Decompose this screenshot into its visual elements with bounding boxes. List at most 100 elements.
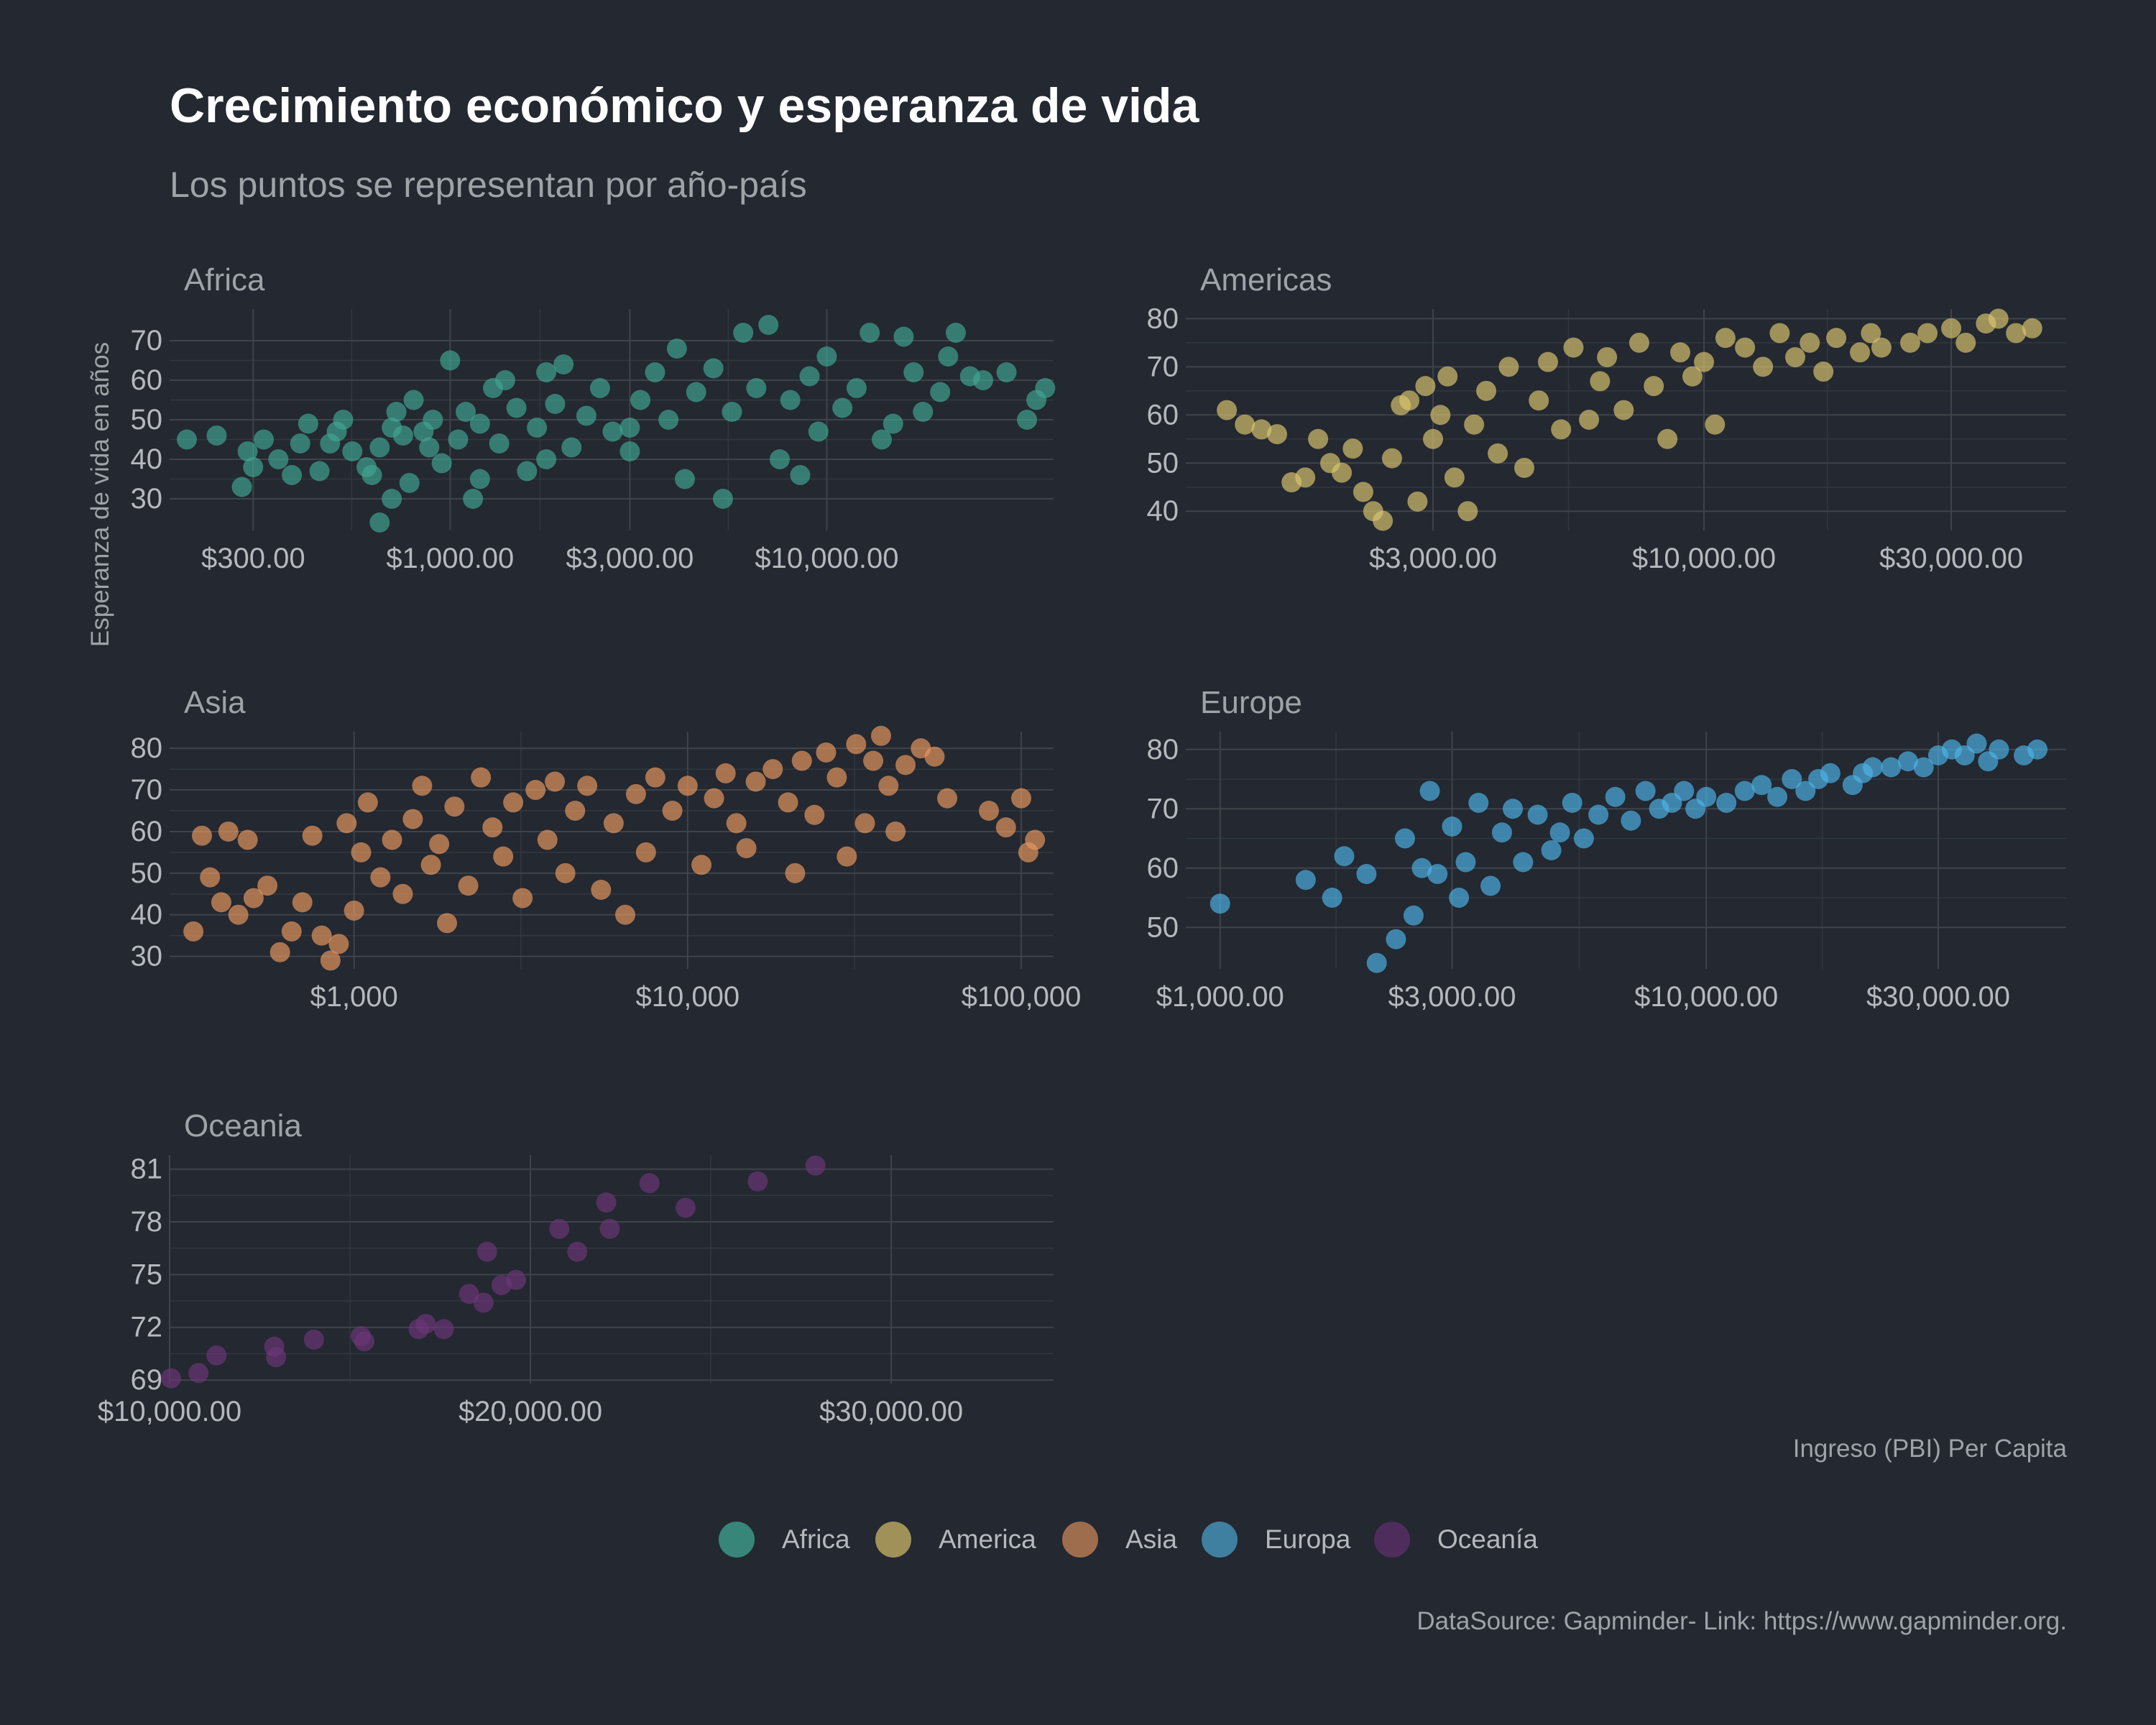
y-tick-label: 70: [1147, 351, 1179, 382]
data-point-americas: [1415, 376, 1436, 397]
chart-subtitle: Los puntos se representan por año-país: [170, 165, 807, 205]
data-point-europe: [1621, 810, 1641, 831]
data-point-oceania: [161, 1368, 182, 1389]
panel-oceania: 69 72 75 78 81 $10,000.00 $20,000.00 $30,000.00…: [98, 1108, 1054, 1427]
data-point-oceania: [476, 1241, 497, 1262]
data-point-asia: [444, 796, 465, 817]
data-point-africa: [589, 378, 610, 398]
data-point-americas: [1251, 419, 1272, 440]
data-point-africa: [630, 390, 651, 410]
data-point-asia: [392, 883, 413, 904]
data-point-africa: [403, 390, 424, 410]
panel-americas: 40 50 60 70 80 $3,000.00 $10,000.00 $30,000.00 A…: [1147, 262, 2066, 574]
data-point-africa: [527, 418, 548, 438]
data-point-americas: [1917, 323, 1938, 344]
data-point-africa: [780, 390, 801, 410]
data-point-africa: [860, 323, 880, 343]
y-tick-label: 80: [1147, 734, 1179, 765]
x-tick-label: $1,000: [310, 981, 397, 1013]
x-tick-label: $3,000.00: [566, 543, 694, 574]
data-point-asia: [826, 767, 847, 788]
data-point-americas: [1657, 428, 1678, 449]
data-point-asia: [846, 734, 867, 755]
y-tick-label: 70: [131, 325, 163, 356]
data-point-europe: [1989, 739, 2009, 760]
data-point-africa: [243, 457, 264, 477]
data-point-americas: [1813, 362, 1834, 382]
y-tick-label: 60: [1147, 399, 1179, 431]
data-point-americas: [1407, 491, 1428, 512]
data-point-americas: [1498, 356, 1519, 377]
data-point-americas: [1682, 366, 1703, 387]
data-point-africa: [619, 418, 640, 438]
data-point-oceania: [433, 1319, 454, 1340]
data-point-asia: [878, 776, 899, 796]
data-point-europe: [1394, 828, 1415, 849]
data-point-africa: [419, 437, 440, 458]
data-point-americas: [1457, 501, 1478, 522]
data-point-africa: [489, 433, 510, 454]
legend-label-america: America: [939, 1524, 1036, 1554]
data-point-oceania: [473, 1292, 494, 1313]
data-point-asia: [545, 771, 566, 792]
data-point-asia: [1011, 788, 1032, 809]
data-point-asia: [344, 900, 364, 921]
data-point-americas: [1871, 337, 1892, 358]
data-point-asia: [183, 921, 204, 942]
data-point-asia: [745, 771, 766, 792]
data-point-asia: [995, 817, 1016, 838]
data-point-africa: [469, 469, 490, 489]
data-point-africa: [666, 339, 687, 359]
data-point-asia: [402, 809, 423, 829]
data-point-oceania: [505, 1269, 526, 1290]
data-point-asia: [677, 776, 698, 796]
data-point-europe: [1386, 929, 1406, 949]
data-point-asia: [715, 763, 736, 783]
data-point-africa: [342, 441, 363, 461]
data-point-africa: [832, 397, 853, 418]
data-point-europe: [1862, 757, 1883, 778]
data-point-asia: [525, 780, 546, 801]
data-point-europe: [1210, 893, 1230, 914]
data-point-asia: [924, 746, 945, 767]
panel-title-africa: Africa: [184, 262, 265, 298]
legend-item-america: America: [875, 1518, 1036, 1561]
data-point-africa: [576, 405, 596, 426]
data-point-europe: [1442, 816, 1462, 837]
legend: Africa America Asia Europa Oceanía: [0, 1518, 2156, 1561]
data-point-asia: [302, 825, 323, 846]
data-point-africa: [456, 402, 476, 422]
data-point-asia: [863, 750, 884, 771]
data-point-asia: [503, 792, 524, 813]
y-tick-label: 70: [131, 774, 163, 806]
y-tick-label: 80: [1147, 303, 1179, 334]
data-point-africa: [972, 370, 993, 390]
legend-key-asia: [1062, 1522, 1098, 1558]
data-point-africa: [930, 382, 951, 402]
data-point-asia: [763, 759, 783, 780]
data-point-asia: [937, 788, 958, 809]
data-point-africa: [290, 433, 310, 454]
data-point-americas: [1514, 457, 1534, 478]
data-point-asia: [311, 925, 332, 946]
data-point-africa: [392, 426, 413, 446]
data-point-asia: [218, 821, 239, 842]
data-point-asia: [603, 813, 624, 834]
data-point-oceania: [549, 1218, 570, 1239]
data-source: DataSource: Gapminder- Link: https://www…: [1416, 1607, 2067, 1635]
data-point-oceania: [639, 1173, 660, 1194]
data-point-europe: [1795, 781, 1816, 801]
data-point-africa: [440, 350, 461, 371]
data-point-asia: [191, 825, 212, 846]
x-tick-label: $300.00: [201, 543, 305, 574]
data-point-oceania: [805, 1155, 826, 1176]
data-point-africa: [703, 358, 724, 379]
y-tick-label: 60: [131, 364, 163, 396]
data-point-americas: [1955, 332, 1976, 353]
x-tick-label: $3,000.00: [1369, 543, 1497, 574]
data-point-europe: [1527, 804, 1548, 825]
data-point-europe: [2027, 739, 2048, 760]
data-point-europe: [1322, 888, 1342, 908]
data-point-americas: [1476, 380, 1497, 401]
y-tick-label: 81: [131, 1154, 163, 1185]
